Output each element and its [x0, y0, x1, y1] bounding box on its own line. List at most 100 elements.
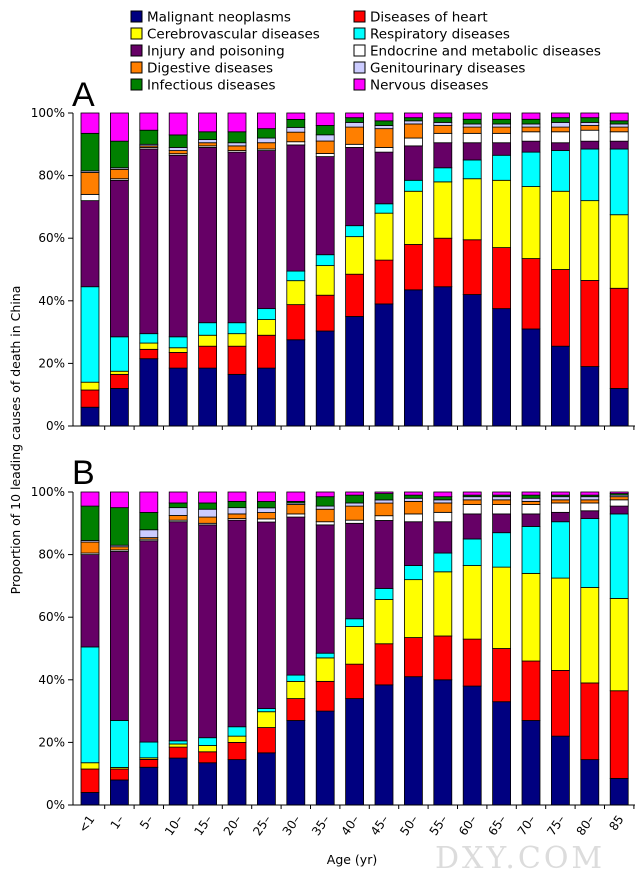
bar-segment — [492, 566, 512, 649]
bar-segment — [286, 141, 306, 146]
bar-segment — [580, 510, 600, 520]
bar-segment — [256, 150, 276, 310]
bar-segment — [286, 118, 306, 128]
bar-segment — [609, 140, 629, 150]
bar-segment — [227, 142, 247, 147]
x-tick-label: 85 — [606, 813, 626, 834]
bar-segment — [110, 768, 129, 781]
bar-segment — [521, 126, 541, 133]
bar-segment — [403, 579, 423, 638]
bar-segment — [286, 680, 306, 699]
panel-label-b: B — [72, 454, 95, 492]
bar-segment — [168, 740, 188, 745]
bar-segment — [168, 134, 188, 148]
bar-segment — [256, 128, 276, 139]
bar-segment — [462, 513, 482, 540]
bar-segment — [374, 502, 394, 517]
bar-segment — [462, 294, 482, 427]
bar-segment — [609, 598, 629, 692]
bar-segment — [492, 308, 512, 427]
bar-segment — [609, 214, 629, 289]
x-tick-label: 30– — [280, 813, 304, 838]
bar-segment — [139, 348, 159, 360]
bar-segment — [286, 698, 306, 721]
bar-segment — [433, 491, 453, 498]
panel-b: 0% 20% 40% 60% 80% 100% <1 1– 5– 10– 15– 20– 25– 30– 3… — [31, 485, 635, 838]
bar-segment — [609, 513, 629, 599]
legend-label: Diseases of heart — [370, 10, 488, 26]
bar-segment — [256, 112, 276, 130]
bar-segment — [168, 743, 188, 748]
bar-segment — [609, 123, 629, 128]
bar-segment — [315, 524, 335, 654]
bar-segment — [580, 502, 600, 512]
x-tick-label: 75– — [544, 813, 568, 838]
bar-segment — [580, 280, 600, 367]
bar-segment — [168, 746, 188, 759]
bar-segment — [551, 735, 570, 806]
bar-segment — [521, 660, 541, 721]
bar-segment — [492, 132, 512, 144]
bar-segment — [580, 148, 600, 202]
bar-segment — [492, 499, 512, 505]
y-axis-title: Proportion of 10 leading causes of death… — [8, 286, 23, 595]
bar-segment — [168, 147, 188, 151]
panel-a: 0% 20% 40% 60% 80% 100% — [31, 106, 635, 433]
legend-label: Genitourinary diseases — [370, 61, 525, 77]
y-tick-label: 100% — [31, 106, 65, 120]
bar-segment — [521, 140, 541, 153]
y-tick-label: 60% — [38, 610, 65, 624]
bar-segment — [403, 497, 423, 502]
bar-segment — [374, 147, 394, 153]
bar-segment — [227, 726, 247, 737]
bar-segment — [403, 500, 423, 515]
bar-segment — [433, 167, 453, 183]
bar-segment — [286, 144, 306, 272]
bar-segment — [403, 676, 423, 806]
bar-segment — [198, 491, 218, 504]
bar-segment — [492, 496, 512, 501]
bar-segment — [433, 121, 453, 126]
bar-segment — [315, 125, 335, 136]
bar-segment — [315, 652, 335, 659]
bar-segment — [403, 112, 423, 119]
bar-segment — [609, 131, 629, 142]
bar-segment — [374, 125, 394, 130]
bar-segment — [227, 131, 247, 144]
bar-segment — [551, 502, 570, 513]
bar-segment — [345, 126, 365, 145]
bar-segment — [521, 491, 541, 496]
y-tick-label: 40% — [38, 673, 65, 687]
bar-segment — [80, 286, 100, 383]
bar-segment — [80, 381, 100, 391]
bar-segment — [198, 745, 218, 753]
bar-segment — [139, 148, 159, 335]
bar-segment — [433, 142, 453, 169]
bar-segment — [433, 117, 453, 123]
bar-segment — [433, 125, 453, 134]
bar-segment — [345, 618, 365, 627]
legend-item: Diseases of heart — [353, 10, 488, 26]
bar-segment — [227, 145, 247, 151]
bar-segment — [198, 112, 218, 133]
legend-item: Respiratory diseases — [353, 27, 510, 43]
bar-segment — [139, 333, 159, 344]
bar-segment — [433, 502, 453, 513]
bar-segment — [521, 572, 541, 662]
bar-segment — [198, 508, 218, 518]
bar-segment — [551, 131, 570, 144]
bar-segment — [110, 507, 129, 546]
bar-segment — [609, 126, 629, 133]
bar-segment — [80, 491, 100, 507]
bar-segment — [374, 515, 394, 521]
bar-segment — [139, 512, 159, 531]
bar-segment — [315, 496, 335, 507]
bar-segment — [168, 502, 188, 509]
bar-segment — [286, 304, 306, 341]
bar-segment — [551, 117, 570, 123]
bar-segment — [315, 254, 335, 267]
bar-segment — [139, 112, 159, 131]
bar-segment — [286, 126, 306, 133]
bar-segment — [462, 159, 482, 180]
bar-segment — [345, 505, 365, 521]
